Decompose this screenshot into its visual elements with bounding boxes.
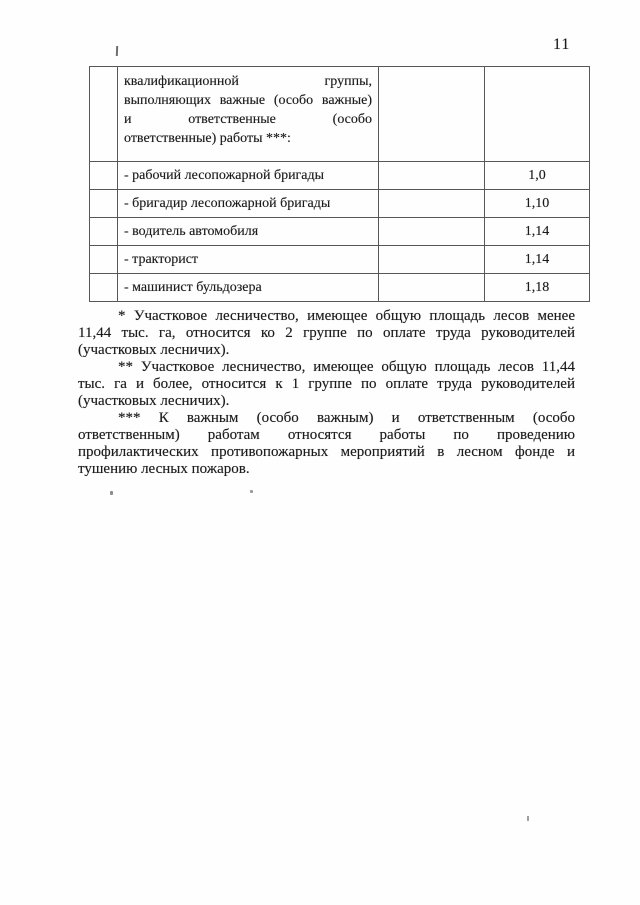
scan-artifact-speck <box>110 491 113 495</box>
table-cell-empty <box>484 66 590 162</box>
text-line: ответственные) работы ***: <box>124 131 291 146</box>
text-line: *** К важным (особо важным) и ответствен… <box>118 410 575 426</box>
table-cell-empty <box>378 245 485 274</box>
table-cell-empty <box>378 273 485 302</box>
table-row: - тракторист 1,14 <box>89 245 590 274</box>
text-line: и ответственные (особо <box>124 112 372 127</box>
page-number: 11 <box>553 36 571 53</box>
table-cell-empty <box>89 161 118 190</box>
table-cell-empty <box>378 66 485 162</box>
table-cell-empty <box>89 273 118 302</box>
text-line: (участковых лесничих). <box>78 393 230 409</box>
scan-artifact-speck <box>250 490 253 493</box>
table-cell-empty <box>89 245 118 274</box>
table-cell-empty <box>89 217 118 246</box>
table-cell-coefficient: 1,14 <box>484 217 590 246</box>
table-row: - бригадир лесопожарной бригады 1,10 <box>89 189 590 218</box>
table-cell-coefficient: 1,14 <box>484 245 590 274</box>
table-cell-coefficient: 1,0 <box>484 161 590 190</box>
scan-artifact-speck <box>527 816 529 821</box>
scan-artifact-tick <box>115 45 119 57</box>
footnote-double-asterisk: ** Участковое лесничество, имеющее общую… <box>78 359 575 410</box>
text-line: ответственным) работам относятся работы … <box>78 427 575 443</box>
text-line: тушению лесных пожаров. <box>78 461 250 477</box>
table-cell-job-title: - водитель автомобиля <box>117 217 379 246</box>
table-cell-empty <box>378 161 485 190</box>
text-line: профилактических противопожарных меропри… <box>78 444 575 460</box>
footnote-triple-asterisk: *** К важным (особо важным) и ответствен… <box>78 410 575 478</box>
table-cell-job-title: - машинист бульдозера <box>117 273 379 302</box>
table-cell-coefficient: 1,10 <box>484 189 590 218</box>
table-cell-job-title: - бригадир лесопожарной бригады <box>117 189 379 218</box>
pay-coefficient-table: квалификационной группы, выполняющих важн… <box>89 66 590 302</box>
text-line: ** Участковое лесничество, имеющее общую… <box>118 359 575 375</box>
text-line: тыс. га и более, относится к 1 группе по… <box>78 376 575 392</box>
text-line: (участковых лесничих). <box>78 342 230 358</box>
table-cell-empty <box>378 189 485 218</box>
table-cell-category-description: квалификационной группы, выполняющих важн… <box>117 66 379 162</box>
table-row: - машинист бульдозера 1,18 <box>89 273 590 302</box>
table-row: - водитель автомобиля 1,14 <box>89 217 590 246</box>
footnotes-block: * Участковое лесничество, имеющее общую … <box>78 308 575 478</box>
text-line: 11,44 тыс. га, относится ко 2 группе по … <box>78 325 575 341</box>
text-line: квалификационной группы, <box>124 74 372 89</box>
table-cell-empty <box>89 66 118 162</box>
table-header-row: квалификационной группы, выполняющих важн… <box>89 66 590 162</box>
footnote-single-asterisk: * Участковое лесничество, имеющее общую … <box>78 308 575 359</box>
table-cell-job-title: - рабочий лесопожарной бригады <box>117 161 379 190</box>
table-cell-coefficient: 1,18 <box>484 273 590 302</box>
text-line: * Участковое лесничество, имеющее общую … <box>118 308 575 324</box>
text-line: выполняющих важные (особо важные) <box>124 93 372 108</box>
table-cell-empty <box>378 217 485 246</box>
table-cell-empty <box>89 189 118 218</box>
table-cell-job-title: - тракторист <box>117 245 379 274</box>
table-row: - рабочий лесопожарной бригады 1,0 <box>89 161 590 190</box>
